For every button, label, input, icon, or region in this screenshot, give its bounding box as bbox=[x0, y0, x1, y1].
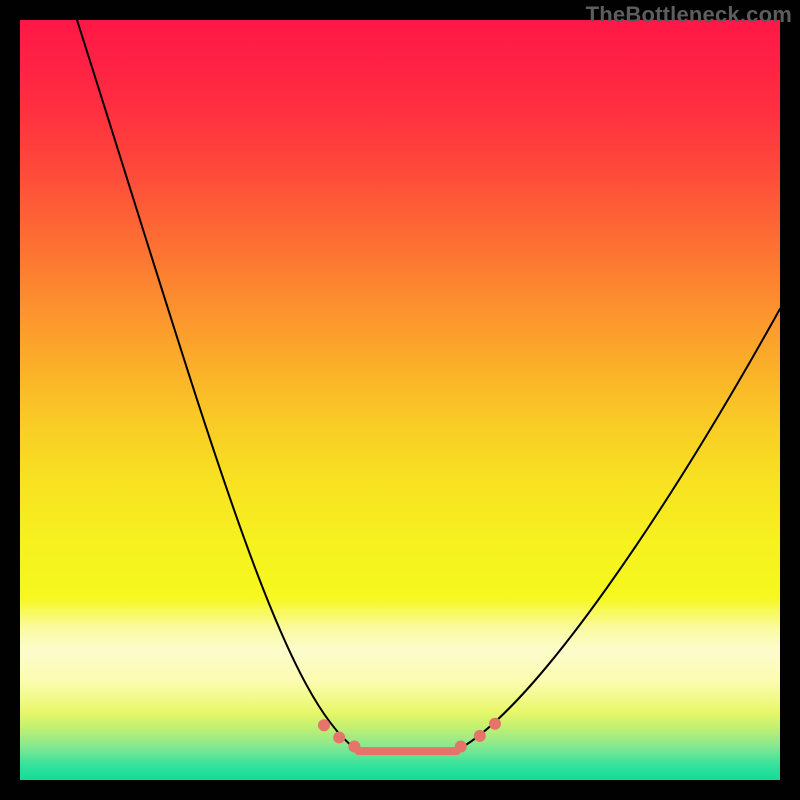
plot-svg bbox=[20, 20, 780, 780]
marker-dot bbox=[489, 718, 501, 730]
marker-bar bbox=[354, 747, 460, 755]
marker-dot bbox=[333, 731, 345, 743]
plot-area bbox=[20, 20, 780, 780]
marker-dot bbox=[318, 719, 330, 731]
watermark-text: TheBottleneck.com bbox=[586, 2, 792, 28]
gradient-background bbox=[20, 20, 780, 780]
marker-dot bbox=[474, 730, 486, 742]
chart-frame: TheBottleneck.com bbox=[0, 0, 800, 800]
